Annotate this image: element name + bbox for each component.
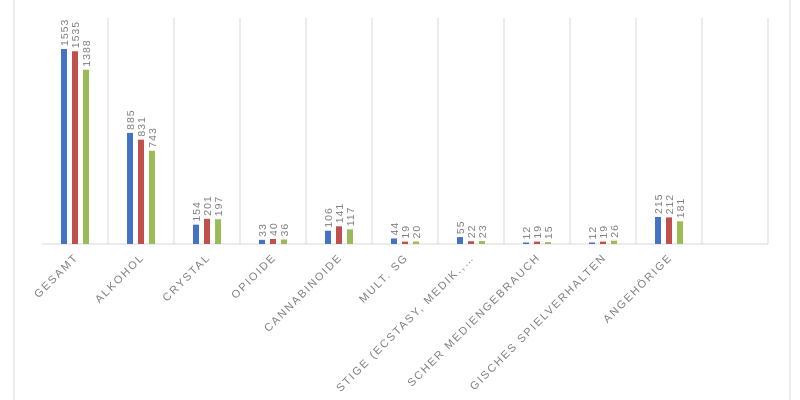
bar [666,217,672,244]
bar [545,242,551,244]
bar [149,150,155,244]
data-label: 20 [411,225,423,239]
bar [677,221,683,244]
data-label: 55 [455,220,467,234]
bar [534,241,540,244]
bar [479,241,485,244]
data-label: 743 [147,127,159,148]
data-label: 1535 [70,21,82,48]
bar [83,69,89,245]
bar [325,230,331,244]
data-label: 40 [268,222,280,236]
data-label: 1553 [59,19,71,46]
data-label: 117 [345,207,357,227]
bar [204,218,210,244]
bar [215,219,221,244]
bar [402,241,408,244]
bar [72,51,78,245]
bar [281,239,287,244]
data-label: 12 [521,226,533,240]
bar [259,239,265,244]
data-label: 201 [202,195,214,216]
data-label: 154 [191,201,203,222]
bar [347,229,353,244]
data-label: 19 [532,225,544,239]
bar [457,237,463,244]
data-label: 831 [136,116,148,137]
data-label: 12 [587,226,599,240]
bar [138,139,144,244]
data-label: 1388 [81,39,93,66]
data-label: 215 [653,193,665,214]
data-label: 44 [389,222,401,236]
bar [600,241,606,244]
bar [270,238,276,244]
data-label: 106 [323,207,335,228]
data-label: 19 [400,225,412,239]
bar [468,241,474,244]
bar [391,238,397,244]
data-label: 885 [125,109,137,130]
bar [523,242,529,244]
data-label: 26 [609,224,621,238]
data-label: 181 [675,198,687,219]
bar [193,224,199,244]
bar [589,242,595,244]
bar [336,226,342,244]
bar [413,241,419,244]
data-label: 141 [334,203,346,224]
data-label: 33 [257,223,269,237]
data-label: 19 [598,225,610,239]
bar [655,217,661,244]
bar [127,132,133,244]
data-label: 15 [543,225,555,239]
data-label: 197 [213,196,225,217]
bar [61,49,67,244]
data-label: 36 [279,223,291,237]
data-label: 22 [466,225,478,239]
data-label: 212 [664,194,676,215]
bar [611,240,617,244]
data-label: 23 [477,224,489,238]
